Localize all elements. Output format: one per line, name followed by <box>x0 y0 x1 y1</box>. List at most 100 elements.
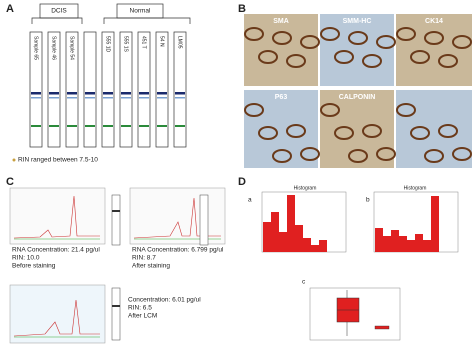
band <box>139 92 149 95</box>
tissue <box>300 35 320 49</box>
panel-label: D <box>238 176 246 188</box>
band <box>121 92 131 95</box>
band <box>121 125 131 127</box>
band <box>85 97 95 99</box>
histogram <box>373 191 459 253</box>
tissue <box>438 124 458 138</box>
band <box>157 92 167 95</box>
rna-text: RIN: 6.5 <box>128 305 152 312</box>
tissue <box>320 103 340 117</box>
gel-lane <box>199 194 209 246</box>
rna-text: Concentration: 6.01 pg/ul <box>128 297 201 304</box>
band <box>67 97 77 99</box>
tissue <box>424 149 444 163</box>
tissue <box>376 35 396 49</box>
tissue <box>258 126 278 140</box>
band <box>175 92 185 95</box>
band <box>103 92 113 95</box>
tissue <box>396 27 416 41</box>
ihc-image <box>396 14 472 86</box>
band <box>49 125 59 127</box>
lane-label: LM05 <box>177 36 183 49</box>
band <box>31 97 41 99</box>
rna-text: RNA Concentration: 6.799 pg/ul <box>132 247 224 254</box>
lane-label: Sample 54 <box>69 36 75 60</box>
band <box>49 92 59 95</box>
rna-text: After LCM <box>128 313 157 320</box>
panel-label: C <box>6 176 14 188</box>
tissue <box>362 54 382 68</box>
tissue <box>438 54 458 68</box>
band <box>157 125 167 127</box>
tissue <box>244 103 264 117</box>
tissue <box>272 31 292 45</box>
stain-label: SMA <box>273 18 289 25</box>
band <box>121 97 131 99</box>
panel-label: A <box>6 3 14 15</box>
band <box>67 92 77 95</box>
tissue <box>348 31 368 45</box>
tissue <box>424 31 444 45</box>
tissue <box>300 147 320 161</box>
box-plot <box>309 287 401 341</box>
tissue <box>410 50 430 64</box>
lane-label: 451 T <box>141 36 147 49</box>
band <box>85 92 95 95</box>
stain-label: P63 <box>275 94 288 101</box>
tissue <box>334 50 354 64</box>
tissue <box>286 124 306 138</box>
band <box>175 125 185 127</box>
tissue <box>272 149 292 163</box>
histogram <box>261 191 347 253</box>
tissue <box>348 149 368 163</box>
electropherogram <box>9 187 121 246</box>
band <box>31 92 41 95</box>
band <box>67 125 77 127</box>
gel-lane <box>83 31 97 148</box>
gel-lane <box>101 31 115 148</box>
band <box>139 97 149 99</box>
rna-text: RIN: 10.0 <box>12 255 40 262</box>
group-label: Normal <box>130 8 152 15</box>
lane-label: 555 1D <box>105 36 111 53</box>
tissue <box>286 54 306 68</box>
gel-note: RIN ranged between 7.5-10 <box>18 157 98 164</box>
stain-label: SMM-HC <box>343 18 372 25</box>
band <box>31 125 41 127</box>
gel-lane <box>29 31 43 148</box>
tissue <box>244 27 264 41</box>
hist-title: Histogram <box>294 185 317 191</box>
electropherogram <box>129 187 226 245</box>
gel-lane <box>47 31 61 148</box>
electropherogram <box>9 284 121 344</box>
hist-title: Histogram <box>404 185 427 191</box>
gel-lane <box>65 31 79 148</box>
sub-label: b <box>366 197 370 204</box>
tissue <box>452 35 472 49</box>
lane-label: 555 1S <box>123 36 129 53</box>
tissue <box>320 27 340 41</box>
bullet <box>12 158 16 162</box>
lane-label: Sample 46 <box>51 36 57 60</box>
ihc-image <box>244 90 318 168</box>
stain-label: CALPONIN <box>339 94 376 101</box>
tissue <box>376 147 396 161</box>
bracket <box>31 17 83 24</box>
band <box>103 125 113 127</box>
ihc-image <box>244 14 318 86</box>
band <box>139 125 149 127</box>
tissue <box>452 147 472 161</box>
gel-lane <box>119 31 133 148</box>
gel-lane <box>173 31 187 148</box>
tissue <box>396 103 416 117</box>
tissue <box>258 50 278 64</box>
lane-label: 54 N <box>159 36 165 47</box>
band <box>175 97 185 99</box>
band <box>157 97 167 99</box>
ihc-image <box>320 14 394 86</box>
band <box>85 125 95 127</box>
sub-label: c <box>302 279 306 286</box>
stain-label: CK14 <box>425 18 443 25</box>
ihc-image <box>320 90 394 168</box>
